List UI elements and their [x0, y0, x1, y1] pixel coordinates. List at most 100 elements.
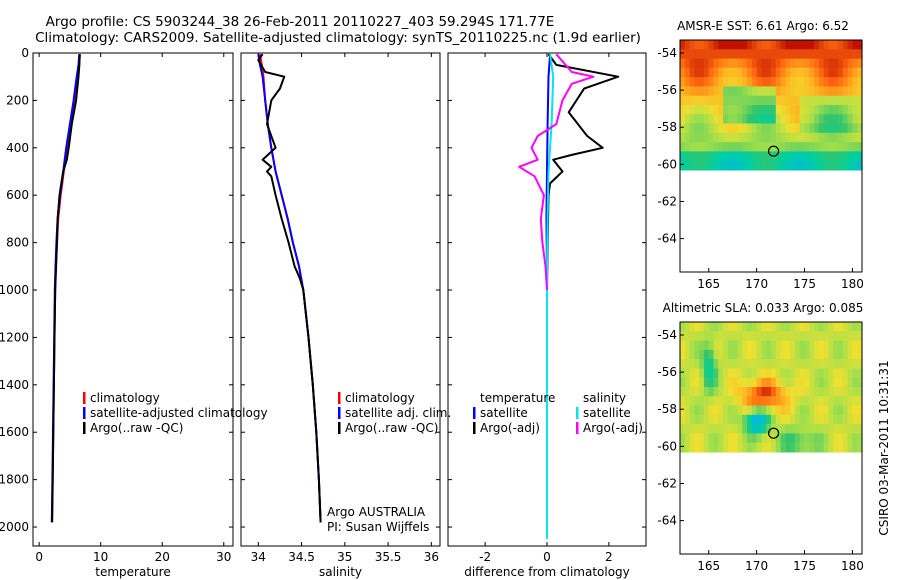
- sst_map-cell: [732, 142, 739, 152]
- sst_map-cell: [823, 151, 830, 162]
- sla_map-cell: [718, 377, 724, 388]
- sla_map-cell: [814, 405, 820, 416]
- sst_map-cell: [694, 40, 700, 50]
- sst_map-cell: [852, 77, 858, 87]
- sst_map-cell: [761, 123, 767, 134]
- sst_map-cell: [703, 160, 710, 171]
- sla_map-cell: [761, 396, 767, 407]
- temperature-xtick-label: 30: [216, 550, 231, 564]
- sst_map-cell: [790, 114, 796, 125]
- sst_map-cell: [723, 105, 729, 115]
- sla_map-cell: [751, 387, 758, 397]
- sla_map-cell: [852, 377, 858, 388]
- sst_map-cell: [694, 77, 700, 87]
- sst_map-cell: [737, 40, 743, 50]
- sst_map-cell: [680, 123, 686, 134]
- sla_map-cell: [823, 331, 830, 342]
- sst_map-cell: [699, 67, 705, 78]
- sla_map-cell: [742, 387, 748, 397]
- sla_map-cell: [727, 424, 734, 434]
- sst_map-cell: [694, 114, 700, 125]
- sla_map-cell: [790, 387, 796, 397]
- sla_map-cell: [756, 414, 762, 425]
- difference-legend-salinity-swatch: [576, 422, 579, 434]
- sla_map-cell: [771, 405, 777, 416]
- sst_map-cell: [833, 105, 839, 115]
- sst_map-cell: [689, 105, 695, 115]
- sst_map-cell: [689, 58, 695, 69]
- sla_map-cell: [680, 349, 686, 360]
- sla_map-cell: [847, 359, 853, 369]
- sla_map-cell: [718, 414, 724, 425]
- sla_map-cell: [818, 424, 825, 434]
- sla_map-cell: [780, 387, 786, 397]
- sla_map-cell: [747, 396, 753, 407]
- sla_map-cell: [818, 359, 825, 369]
- sst_map-cell: [814, 114, 820, 125]
- sla_map-cell: [737, 387, 743, 397]
- sla_map-cell: [785, 396, 791, 407]
- sst_map-cell: [723, 67, 729, 78]
- sla_map-cell: [756, 433, 762, 444]
- sla_map-cell: [742, 405, 748, 416]
- sst_map-cell: [794, 160, 801, 171]
- sst_map-cell: [775, 105, 782, 115]
- sla_map-cell: [694, 442, 700, 453]
- sla_map-cell: [823, 340, 830, 351]
- sla_map-cell: [857, 377, 863, 388]
- temperature-legend-swatch: [83, 392, 86, 404]
- sst_map-cell: [818, 86, 825, 97]
- sla_map-cell: [737, 442, 743, 453]
- sla_map-cell: [833, 414, 839, 425]
- sst_map-cell: [718, 86, 724, 97]
- salinity-xtick-label: 35: [337, 550, 352, 564]
- sst_map-cell: [780, 132, 786, 143]
- sst_map-cell: [804, 67, 810, 78]
- sst_map-cell: [804, 105, 810, 115]
- sst_map-title: AMSR-E SST: 6.61 Argo: 6.52: [677, 19, 849, 33]
- sst_map-cell: [799, 142, 806, 152]
- sla_map-cell: [785, 433, 791, 444]
- temperature-legend-swatch: [83, 422, 86, 434]
- sla_map-cell: [713, 349, 719, 360]
- sla_map-cell: [689, 377, 695, 388]
- sla_map-cell: [857, 405, 863, 416]
- sst_map-cell: [684, 114, 691, 125]
- sla_map-cell: [799, 405, 806, 416]
- sla_map-cell: [718, 322, 724, 332]
- sst_map-cell: [857, 132, 863, 143]
- sla_map-cell: [727, 414, 734, 425]
- salinity-xtick-label: 34: [251, 550, 266, 564]
- temperature-axes-frame: [32, 52, 234, 547]
- sla_map-cell: [727, 433, 734, 444]
- sla_map-cell: [842, 359, 849, 369]
- sst_map-cell: [727, 160, 734, 171]
- sst_map-cell: [680, 105, 686, 115]
- sla_map-cell: [737, 359, 743, 369]
- sst_map-cell: [838, 123, 844, 134]
- sla_map-cell: [799, 331, 806, 342]
- sst_map-cell: [689, 160, 695, 171]
- sla_map-cell: [828, 433, 834, 444]
- sst_map-cell: [699, 105, 705, 115]
- sst_map-cell: [857, 58, 863, 69]
- sla_map-cell: [723, 377, 729, 388]
- sst_map-ytick-label: -62: [657, 194, 677, 208]
- difference-series-2: [546, 54, 555, 539]
- sst_map-cell: [838, 95, 844, 106]
- sst_map-cell: [828, 132, 834, 143]
- sla_map-cell: [680, 396, 686, 407]
- annotation-line1: Argo AUSTRALIA: [327, 505, 426, 519]
- charts-layer: 0 10 20 30020040060080010001200140016001800…: [0, 19, 864, 579]
- sst_map-cell: [737, 132, 743, 143]
- sst_map-cell: [828, 67, 834, 78]
- sla_map-cell: [847, 414, 853, 425]
- sla_map-cell: [823, 368, 830, 379]
- sla_map-cell: [747, 414, 753, 425]
- sst_map-cell: [727, 77, 734, 87]
- sst_map-cell: [751, 114, 758, 125]
- sst_map-cell: [799, 132, 806, 143]
- difference-legend-temperature-swatch: [473, 407, 476, 419]
